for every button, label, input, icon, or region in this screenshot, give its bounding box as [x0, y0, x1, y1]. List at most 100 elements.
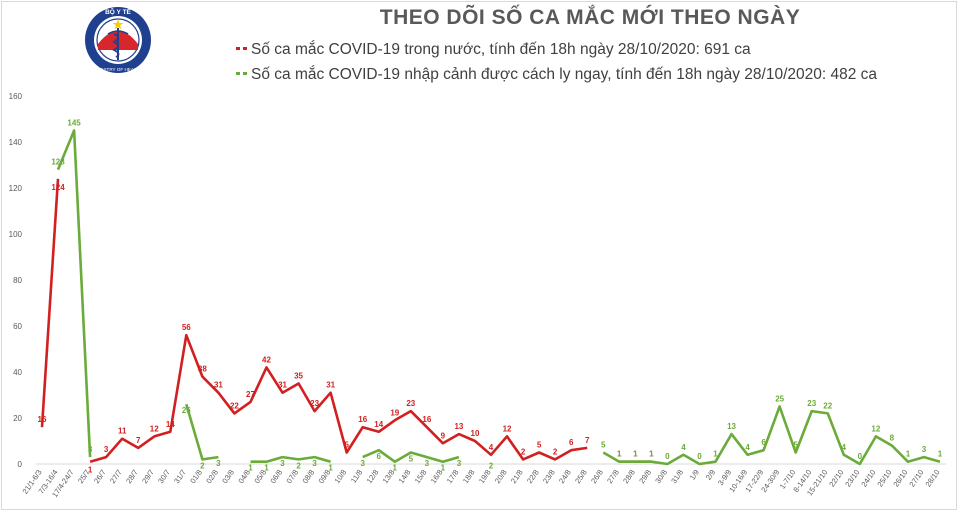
series-line-imported	[602, 405, 941, 466]
x-tick-label: 02/8	[204, 468, 220, 485]
x-tick-label: 08/8	[300, 468, 316, 485]
data-label-imported: 0	[665, 452, 670, 461]
x-tick-label: 1/9	[688, 468, 701, 482]
x-tick-label: 14/8	[397, 468, 413, 485]
data-label-imported: 1	[248, 464, 253, 473]
data-label-domestic: 31	[326, 381, 335, 390]
ministry-of-health-logo: BỘ Y TẾ MINISTRY OF HEALTH	[85, 6, 151, 73]
data-label-imported: 4	[745, 443, 750, 452]
data-label-domestic: 1	[88, 466, 93, 475]
data-label-domestic: 16	[422, 415, 431, 424]
x-tick-label: 24/8	[557, 468, 573, 485]
y-tick-label: 80	[13, 276, 22, 285]
data-label-imported: 128	[51, 158, 65, 167]
data-label-imported: 3	[922, 445, 927, 454]
data-label-imported: 25	[775, 395, 784, 404]
x-tick-label: 26/8	[589, 468, 605, 485]
series-line-imported	[362, 448, 460, 464]
data-label-imported: 3	[457, 459, 462, 468]
x-tick-label: 12/8	[365, 468, 381, 485]
data-label-domestic: 4	[489, 443, 494, 452]
data-label-imported: 1	[649, 450, 654, 459]
data-label-imported: 13	[727, 422, 736, 431]
data-label-imported: 1	[633, 450, 638, 459]
x-tick-label: 22/8	[525, 468, 541, 485]
data-label-imported: 2	[296, 461, 301, 470]
data-label-domestic: 7	[585, 436, 590, 445]
x-tick-label: 19/8	[477, 468, 493, 485]
x-tick-label: 06/8	[268, 468, 284, 485]
y-tick-label: 60	[13, 322, 22, 331]
data-label-domestic: 31	[214, 381, 223, 390]
data-label-domestic: 23	[406, 399, 415, 408]
x-tick-label: 26/10	[891, 468, 909, 489]
x-tick-label: 30/7	[156, 468, 172, 485]
series-line-imported	[185, 403, 219, 461]
x-tick-label: 29/8	[637, 468, 653, 485]
x-tick-label: 27/10	[907, 468, 925, 489]
data-label-imported: 26	[182, 406, 191, 415]
data-label-domestic: 2	[521, 447, 526, 456]
x-tick-label: 23/10	[843, 468, 861, 489]
data-label-domestic: 6	[569, 438, 574, 447]
data-label-imported: 3	[280, 459, 285, 468]
series-line-domestic	[89, 333, 588, 463]
legend-item-imported: Số ca mắc COVID-19 nhập cảnh được cách l…	[236, 66, 877, 84]
legend-marker-imported	[236, 71, 247, 75]
data-label-domestic: 14	[166, 420, 175, 429]
data-label-domestic: 7	[136, 436, 141, 445]
data-label-domestic: 16	[38, 415, 47, 424]
data-label-imported: 1	[713, 450, 718, 459]
y-tick-label: 160	[9, 92, 23, 101]
data-label-imported: 4	[842, 443, 847, 452]
data-label-imported: 3	[312, 459, 317, 468]
data-label-domestic: 27	[246, 390, 255, 399]
y-tick-label: 0	[18, 460, 23, 469]
logo-bottom-text: MINISTRY OF HEALTH	[94, 67, 143, 72]
series-line-domestic	[40, 178, 60, 428]
data-label-domestic: 2	[553, 447, 558, 456]
x-tick-label: 27/7	[108, 468, 124, 485]
data-label-imported: 1	[264, 464, 269, 473]
x-tick-label: 25/10	[875, 468, 893, 489]
chart-title: THEO DÕI SỐ CA MẮC MỚI THEO NGÀY	[379, 6, 801, 29]
data-label-imported: 3	[360, 459, 365, 468]
data-label-domestic: 1	[617, 450, 622, 459]
data-label-imported: 3	[216, 459, 221, 468]
data-label-domestic: 22	[230, 401, 239, 410]
data-label-domestic: 11	[118, 427, 127, 436]
data-label-domestic: 124	[51, 183, 65, 192]
x-tick-label: 20/8	[493, 468, 509, 485]
x-tick-label: 07/8	[284, 468, 300, 485]
data-label-imported: 4	[681, 443, 686, 452]
data-label-imported: 0	[858, 452, 863, 461]
y-tick-label: 140	[9, 138, 23, 147]
data-label-domestic: 9	[441, 431, 446, 440]
y-tick-label: 100	[9, 230, 23, 239]
data-label-domestic: 10	[471, 429, 480, 438]
data-label-imported: 5	[409, 455, 414, 464]
data-label-imported: 5	[601, 441, 606, 450]
data-label-domestic: 35	[294, 372, 303, 381]
legend-item-domestic: Số ca mắc COVID-19 trong nước, tính đến …	[236, 41, 751, 59]
data-label-domestic: 5	[344, 441, 349, 450]
data-label-imported: 8	[890, 434, 895, 443]
x-tick-label: 18/8	[461, 468, 477, 485]
data-label-imported: 12	[871, 424, 880, 433]
x-tick-label: 26/7	[92, 468, 108, 485]
data-label-imported: 6	[377, 452, 382, 461]
data-label-domestic: 13	[454, 422, 463, 431]
x-tick-label: 15/8	[413, 468, 429, 485]
x-tick-label: 29/7	[140, 468, 156, 485]
x-tick-label: 28/7	[124, 468, 140, 485]
data-label-domestic: 16	[358, 415, 367, 424]
data-label-domestic: 1	[649, 450, 654, 459]
data-label-domestic: 5	[537, 441, 542, 450]
data-label-imported: 2	[489, 461, 494, 470]
x-tick-label: 28/8	[621, 468, 637, 485]
data-label-imported: 1	[393, 464, 398, 473]
x-tick-label: 10/8	[333, 468, 349, 485]
data-label-imported: 5	[793, 441, 798, 450]
